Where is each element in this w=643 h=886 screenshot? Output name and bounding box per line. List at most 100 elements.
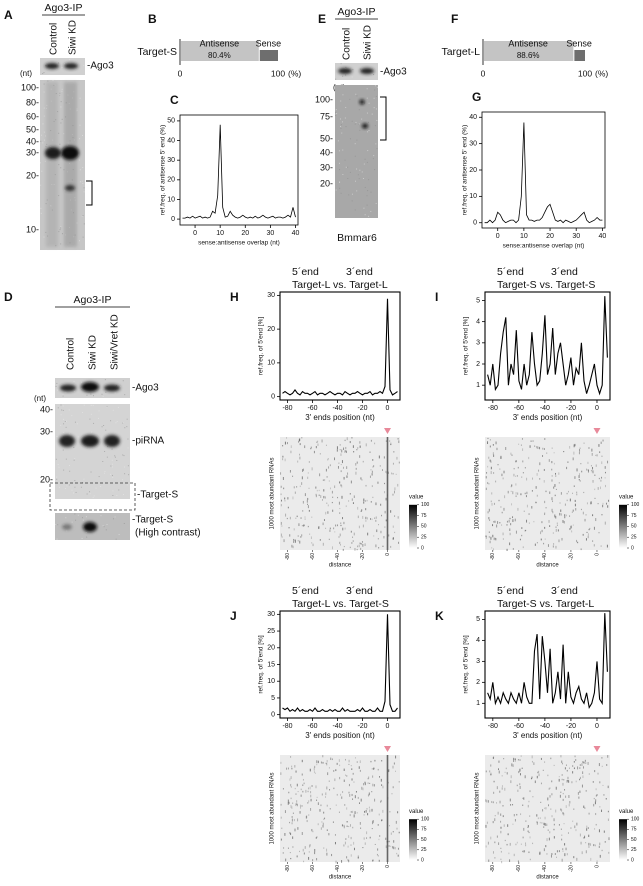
lane-label: Siwi KD — [363, 25, 374, 60]
heatmap-cell — [292, 475, 294, 477]
heatmap-cell — [290, 832, 292, 836]
value-label: 88.6% — [517, 51, 540, 60]
heatmap-cell — [578, 478, 580, 481]
header-label: 5´end — [497, 266, 524, 278]
heatmap-cell — [301, 482, 303, 485]
heatmap-cell — [528, 800, 530, 803]
gel-title: Ago3-IP — [74, 294, 112, 306]
heatmap-cell — [353, 847, 355, 851]
heatmap-cell — [328, 538, 330, 541]
y-tick-label: 3 — [476, 340, 480, 347]
heatmap-cell — [371, 473, 373, 476]
heatmap-cell — [358, 802, 360, 804]
heatmap-cell — [280, 533, 282, 537]
gel-noise — [124, 427, 126, 429]
heatmap-cell — [525, 842, 527, 845]
heatmap-cell — [351, 498, 353, 501]
legend-gradient — [409, 504, 417, 548]
gel-noise — [76, 108, 78, 110]
heatmap-cell — [323, 495, 325, 499]
heatmap-cell — [572, 771, 574, 774]
heatmap-cell — [493, 791, 495, 794]
heatmap-cell — [339, 533, 341, 537]
heatmap-cell — [539, 478, 541, 480]
gel-noise — [40, 140, 42, 142]
heatmap-cell — [310, 794, 312, 798]
heatmap-cell — [374, 843, 376, 846]
heatmap-x-tick-label: -80 — [490, 865, 496, 872]
heatmap-cell — [321, 499, 323, 501]
heatmap-cell — [593, 797, 595, 800]
heatmap-cell — [527, 826, 529, 828]
heatmap-cell — [329, 527, 331, 530]
heatmap-cell — [555, 526, 557, 528]
y-tick-label: 30 — [267, 292, 275, 299]
heatmap-cell — [350, 811, 352, 813]
heatmap-cell — [524, 492, 526, 495]
heatmap-cell — [369, 782, 371, 784]
gel-noise — [71, 489, 73, 491]
heatmap-cell — [332, 496, 334, 498]
heatmap-cell — [607, 818, 609, 821]
heatmap-cell — [364, 500, 366, 502]
heatmap-cell — [360, 510, 362, 512]
unit-label: (nt) — [20, 69, 32, 78]
heatmap-cell — [380, 503, 382, 506]
heatmap-cell — [599, 451, 601, 454]
gel-noise — [68, 484, 70, 486]
heatmap-cell — [315, 494, 317, 498]
heatmap-cell — [486, 821, 488, 824]
gel-noise — [349, 138, 351, 140]
heatmap-cell — [351, 437, 353, 439]
heatmap-cell — [544, 500, 546, 504]
gel-band — [360, 68, 374, 74]
x-axis-label: 3' ends position (nt) — [305, 731, 375, 740]
heatmap-cell — [339, 507, 341, 510]
header-label: Target-S vs. Target-S — [497, 279, 595, 291]
gel-noise — [60, 404, 62, 406]
heatmap-cell — [392, 493, 394, 496]
gel-noise — [340, 118, 342, 120]
heatmap-cell — [496, 524, 498, 528]
gel-noise — [57, 389, 59, 391]
heatmap-cell — [371, 828, 373, 830]
heatmap-cell — [599, 854, 601, 858]
heatmap-cell — [322, 824, 324, 828]
heatmap-cell — [561, 809, 563, 812]
gel-noise — [73, 446, 75, 448]
heatmap-cell — [342, 466, 344, 469]
heatmap-cell — [311, 516, 313, 518]
heatmap-cell — [536, 822, 538, 825]
gel-noise — [367, 190, 369, 192]
heatmap-cell — [515, 492, 517, 495]
heatmap-cell — [485, 536, 487, 539]
heatmap-cell — [392, 846, 394, 849]
heatmap-cell — [280, 485, 282, 488]
gel-noise — [364, 158, 366, 160]
gel-noise — [106, 524, 108, 526]
heatmap-cell — [341, 860, 343, 863]
y-tick-label: 3 — [476, 658, 480, 665]
lane-label: Siwi/Vret KD — [110, 314, 121, 370]
heatmap — [280, 437, 400, 550]
header-label: 3´end — [551, 266, 578, 278]
heatmap-cell — [309, 786, 311, 790]
heatmap-cell — [355, 467, 357, 470]
gel-noise — [361, 118, 363, 120]
heatmap-cell — [312, 859, 314, 862]
gel-noise — [109, 473, 111, 475]
gel-noise — [111, 459, 113, 461]
heatmap-cell — [310, 536, 312, 540]
gel-noise — [61, 66, 63, 68]
heatmap-cell — [391, 472, 393, 475]
gel-noise — [44, 135, 46, 137]
heatmap-cell — [348, 835, 350, 838]
y-axis-label: ref.freq. of 5'end [%] — [258, 635, 265, 694]
heatmap-cell — [496, 786, 498, 790]
panel-label: A — [4, 8, 13, 22]
gel-noise — [93, 422, 95, 424]
gel-noise — [61, 88, 63, 90]
heatmap-cell — [502, 805, 504, 807]
gel-noise — [79, 138, 81, 140]
gel-noise — [64, 63, 66, 65]
